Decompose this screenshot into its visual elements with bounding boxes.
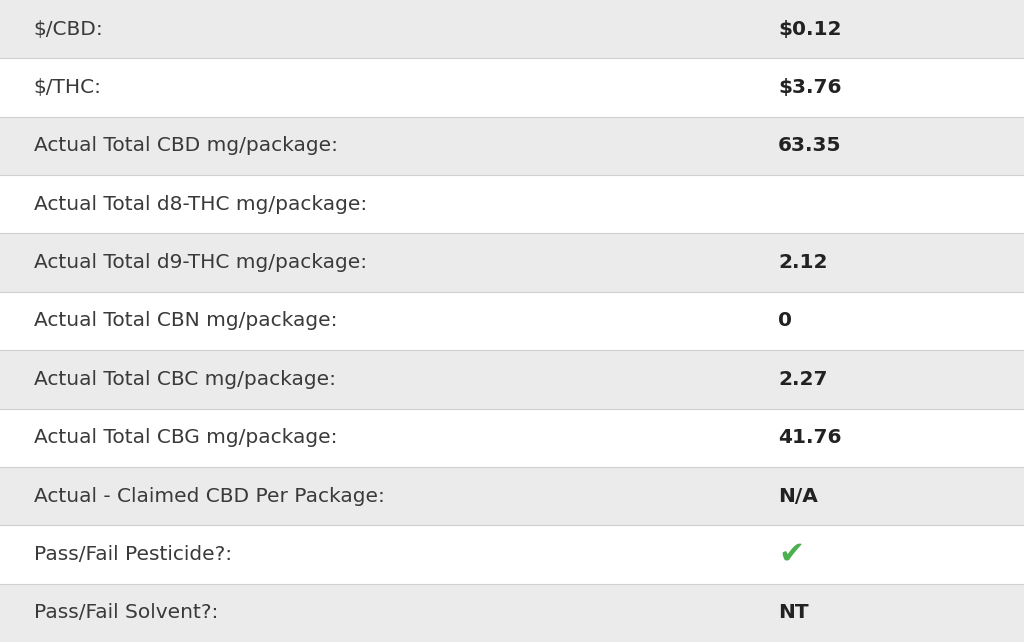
Bar xyxy=(0,292,1024,350)
Text: ✔: ✔ xyxy=(778,540,805,569)
Text: $0.12: $0.12 xyxy=(778,20,842,39)
Bar xyxy=(0,584,1024,642)
Text: 0: 0 xyxy=(778,311,793,331)
Text: Actual Total d9-THC mg/package:: Actual Total d9-THC mg/package: xyxy=(34,253,367,272)
Bar xyxy=(0,525,1024,584)
Bar xyxy=(0,234,1024,292)
Text: Actual Total CBG mg/package:: Actual Total CBG mg/package: xyxy=(34,428,337,447)
Text: $3.76: $3.76 xyxy=(778,78,842,97)
Text: Pass/Fail Pesticide?:: Pass/Fail Pesticide?: xyxy=(34,545,231,564)
Text: 2.27: 2.27 xyxy=(778,370,827,389)
Text: Actual Total CBD mg/package:: Actual Total CBD mg/package: xyxy=(34,136,338,155)
Bar xyxy=(0,175,1024,234)
Bar xyxy=(0,350,1024,408)
Text: 2.12: 2.12 xyxy=(778,253,827,272)
Bar xyxy=(0,0,1024,58)
Text: Actual Total d8-THC mg/package:: Actual Total d8-THC mg/package: xyxy=(34,195,367,214)
Text: NT: NT xyxy=(778,603,809,622)
Bar xyxy=(0,58,1024,117)
Bar xyxy=(0,408,1024,467)
Text: $/THC:: $/THC: xyxy=(34,78,101,97)
Text: Pass/Fail Solvent?:: Pass/Fail Solvent?: xyxy=(34,603,218,622)
Text: Actual Total CBN mg/package:: Actual Total CBN mg/package: xyxy=(34,311,337,331)
Text: 41.76: 41.76 xyxy=(778,428,842,447)
Text: N/A: N/A xyxy=(778,487,818,506)
Text: $/CBD:: $/CBD: xyxy=(34,20,103,39)
Text: 63.35: 63.35 xyxy=(778,136,842,155)
Bar xyxy=(0,117,1024,175)
Bar xyxy=(0,467,1024,525)
Text: Actual Total CBC mg/package:: Actual Total CBC mg/package: xyxy=(34,370,336,389)
Text: Actual - Claimed CBD Per Package:: Actual - Claimed CBD Per Package: xyxy=(34,487,385,506)
